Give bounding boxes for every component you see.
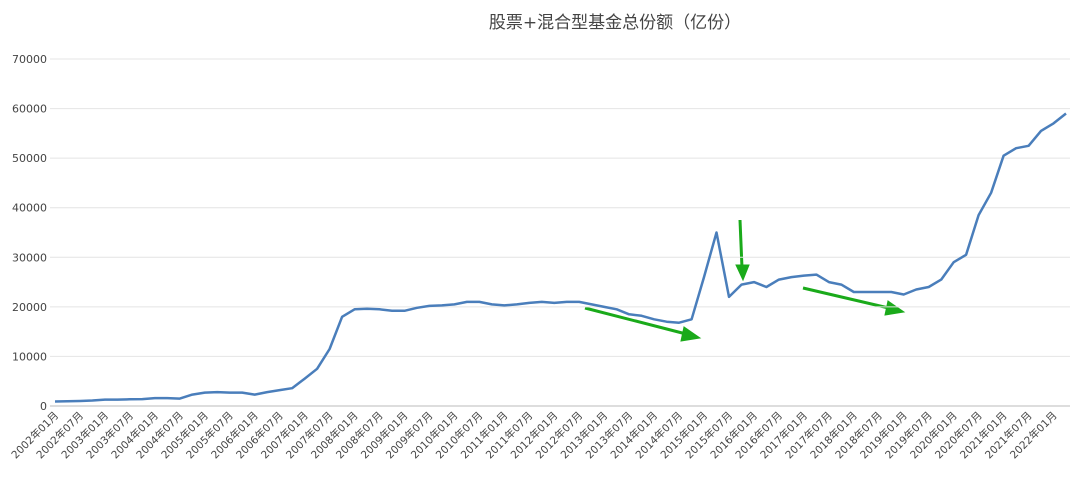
y-tick-label: 20000 (12, 301, 47, 314)
chart-title: 股票+混合型基金总份额（亿份） (489, 13, 741, 33)
y-tick-label: 60000 (12, 103, 47, 116)
y-tick-label: 0 (40, 400, 47, 413)
y-tick-label: 10000 (12, 350, 47, 363)
y-tick-label: 50000 (12, 152, 47, 165)
data-line (54, 112, 1067, 403)
y-tick-label: 70000 (12, 53, 47, 66)
y-tick-label: 30000 (12, 251, 47, 264)
annotation-arrows (584, 219, 906, 342)
y-tick-label: 40000 (12, 202, 47, 215)
